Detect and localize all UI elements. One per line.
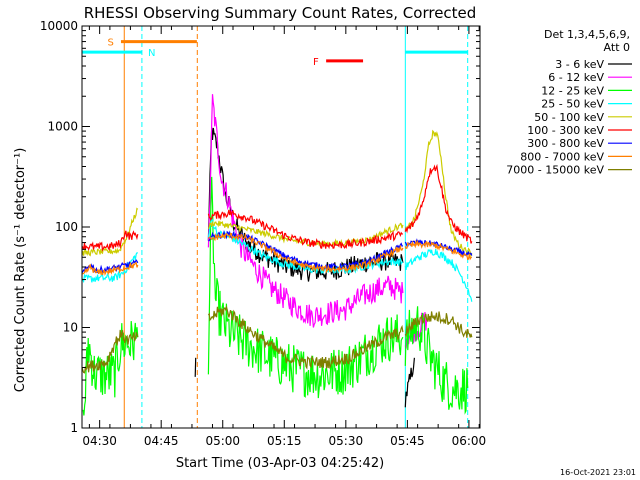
y-tick-label-4: 10000 <box>40 19 78 33</box>
x-tick-label-5: 05:45 <box>390 434 425 448</box>
series-line-7-seg-2 <box>404 239 473 261</box>
y-tick-label-3: 1000 <box>47 120 78 134</box>
footer-date: 16-Oct-2021 23:01 <box>560 468 636 477</box>
series-line-2-seg-0 <box>82 321 139 416</box>
series-line-3-seg-2 <box>404 248 473 302</box>
y-axis-label: Corrected Count Rate (s⁻¹ detector⁻¹) <box>13 148 28 393</box>
legend-label-3: 25 - 50 keV <box>541 98 604 111</box>
x-tick-label-0: 04:30 <box>82 434 117 448</box>
legend-label-4: 50 - 100 keV <box>534 111 604 124</box>
legend-header-line-2: Att 0 <box>604 41 630 54</box>
series-line-0-seg-2 <box>404 357 415 408</box>
x-tick-label-2: 05:00 <box>205 434 240 448</box>
x-tick-label-4: 05:30 <box>329 434 364 448</box>
legend-label-6: 300 - 800 keV <box>527 137 604 150</box>
series-line-5-seg-1 <box>207 209 404 250</box>
legend-label-7: 800 - 7000 keV <box>520 150 604 163</box>
flag-label-F: F <box>313 57 319 68</box>
y-tick-label-0: 1 <box>70 421 78 435</box>
y-tick-label-2: 100 <box>55 220 78 234</box>
series-line-8-seg-1 <box>207 305 404 370</box>
y-axis: 1 10 100 1000 10000 <box>40 19 480 435</box>
series-line-5-seg-0 <box>81 230 139 252</box>
x-tick-label-6: 06:00 <box>452 434 487 448</box>
x-axis-label: Start Time (03-Apr-03 04:25:42) <box>176 456 384 471</box>
series-line-4-seg-2 <box>404 129 473 258</box>
flag-label-S: S <box>108 38 114 49</box>
legend-label-1: 6 - 12 keV <box>548 71 604 84</box>
legend-header-line-1: Det 1,3,4,5,6,9, <box>544 28 630 41</box>
y-tick-label-1: 10 <box>63 321 78 335</box>
series-line-4-seg-1 <box>207 220 404 248</box>
series-line-0-seg-0 <box>194 357 197 377</box>
legend-label-2: 12 - 25 keV <box>541 84 604 97</box>
series-line-2-seg-1 <box>207 176 404 399</box>
x-tick-label-1: 04:45 <box>144 434 179 448</box>
legend-label-8: 7000 - 15000 keV <box>506 164 604 177</box>
series-line-8-seg-0 <box>81 329 139 374</box>
series-line-2-seg-2 <box>404 306 469 415</box>
legend-label-0: 3 - 6 keV <box>555 58 604 71</box>
x-axis: 04:30 04:45 05:00 05:15 05:30 05:45 06:00 <box>82 26 486 448</box>
plot-area: S N F <box>81 26 473 428</box>
series-line-7-seg-1 <box>208 232 404 274</box>
flag-label-N: N <box>148 48 155 59</box>
series-line-5-seg-2 <box>404 163 473 244</box>
series-line-8-seg-2 <box>404 311 473 338</box>
series-line-7-seg-0 <box>81 261 139 277</box>
x-tick-label-3: 05:15 <box>267 434 302 448</box>
legend-label-5: 100 - 300 keV <box>527 124 604 137</box>
chart-title: RHESSI Observing Summary Count Rates, Co… <box>84 4 477 22</box>
